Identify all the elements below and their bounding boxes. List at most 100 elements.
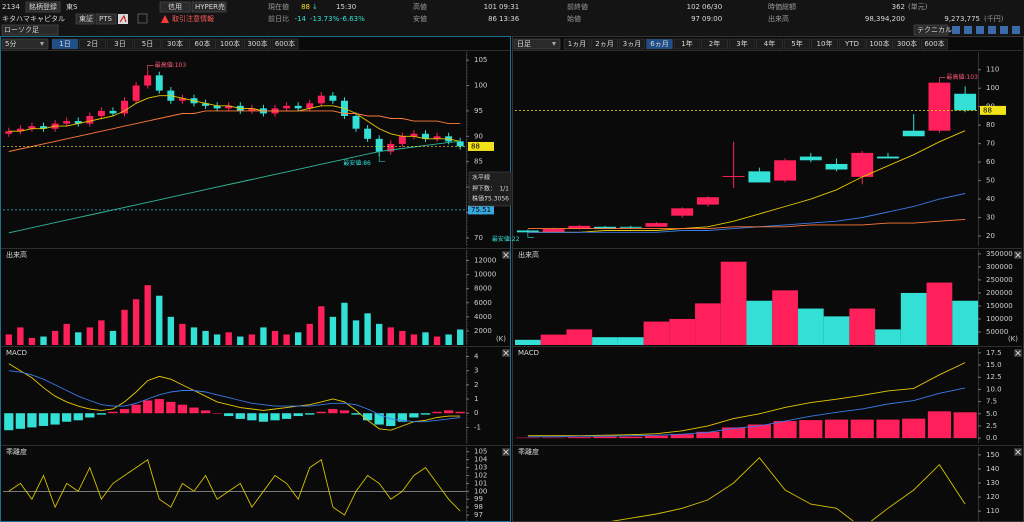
range-btn[interactable] bbox=[893, 38, 921, 50]
range-btn[interactable] bbox=[646, 38, 673, 50]
interval[interactable]: 日足 bbox=[517, 40, 531, 48]
range-label[interactable]: 600本 bbox=[275, 39, 295, 48]
settings-icon[interactable] bbox=[137, 13, 148, 24]
candle-body bbox=[294, 105, 302, 109]
range-btn[interactable] bbox=[563, 38, 591, 50]
range-btn[interactable] bbox=[271, 38, 299, 50]
q-label: 安値 bbox=[413, 14, 427, 23]
range-btn[interactable] bbox=[591, 38, 618, 50]
range-label[interactable]: 1年 bbox=[681, 39, 692, 48]
candle-body bbox=[619, 226, 642, 228]
range-label[interactable]: 60本 bbox=[195, 39, 211, 48]
range-label[interactable]: 5日 bbox=[142, 40, 153, 48]
range-btn[interactable] bbox=[783, 38, 811, 50]
range-label[interactable]: 100本 bbox=[220, 39, 240, 48]
chart-style[interactable]: ローソク足 bbox=[4, 26, 39, 34]
range-label[interactable]: 3ヵ月 bbox=[623, 40, 641, 48]
tool-icon[interactable] bbox=[1000, 26, 1008, 34]
tool-icon[interactable] bbox=[988, 26, 996, 34]
macd-bar bbox=[902, 418, 926, 439]
hyper-btn[interactable] bbox=[191, 1, 227, 13]
range-btn[interactable] bbox=[673, 38, 701, 50]
range-label[interactable]: 4年 bbox=[764, 39, 775, 48]
macd-bar bbox=[293, 413, 303, 417]
tool-icon[interactable] bbox=[952, 26, 960, 34]
range-btn[interactable] bbox=[79, 38, 106, 50]
style-dropdown[interactable] bbox=[1, 24, 59, 36]
range-label[interactable]: 5年 bbox=[791, 39, 802, 48]
q-label: 前日比 bbox=[268, 14, 289, 23]
range-btn[interactable] bbox=[728, 38, 756, 50]
range-btn[interactable] bbox=[756, 38, 783, 50]
register-btn[interactable] bbox=[25, 1, 61, 13]
candle-body bbox=[202, 103, 210, 106]
range-btn[interactable] bbox=[106, 38, 134, 50]
technical-btn[interactable] bbox=[913, 24, 949, 36]
interval-dropdown[interactable] bbox=[513, 38, 561, 50]
range-btn[interactable] bbox=[811, 38, 838, 50]
macd-bar bbox=[235, 413, 245, 419]
range-label[interactable]: 1ヵ月 bbox=[568, 40, 586, 48]
register-label[interactable]: 銘柄登録 bbox=[29, 2, 57, 11]
range-label[interactable]: 1日 bbox=[59, 40, 70, 48]
range-btn[interactable] bbox=[51, 38, 79, 50]
tool-icon[interactable] bbox=[964, 26, 972, 34]
exchange-btn[interactable] bbox=[75, 13, 95, 25]
range-label[interactable]: 2日 bbox=[87, 40, 98, 48]
credit[interactable]: 信用 bbox=[168, 2, 182, 11]
range-label[interactable]: YTD bbox=[844, 40, 859, 48]
code: 2134 bbox=[2, 3, 20, 11]
range-label[interactable]: 2年 bbox=[709, 39, 720, 48]
range-btn[interactable] bbox=[244, 38, 271, 50]
range-btn[interactable] bbox=[618, 38, 646, 50]
range-btn[interactable] bbox=[838, 38, 866, 50]
caution[interactable]: 取引注意情報 bbox=[172, 14, 214, 23]
range-btn[interactable] bbox=[921, 38, 948, 50]
macd-bar bbox=[824, 419, 849, 439]
y-tick-label: 90 bbox=[474, 132, 483, 140]
range-btn[interactable] bbox=[701, 38, 728, 50]
y-tick-label: 140 bbox=[986, 465, 999, 473]
range-btn[interactable] bbox=[216, 38, 244, 50]
pts[interactable]: PTS bbox=[99, 15, 112, 23]
range-label[interactable]: 300本 bbox=[897, 39, 917, 48]
y-tick-label: 20 bbox=[986, 232, 995, 240]
range-label[interactable]: 30本 bbox=[167, 39, 183, 48]
range-btn[interactable] bbox=[866, 38, 893, 50]
news-icon[interactable] bbox=[118, 14, 128, 24]
y-tick-label: 3 bbox=[474, 367, 478, 375]
candle-body bbox=[248, 108, 256, 111]
range-label[interactable]: 10年 bbox=[817, 39, 833, 48]
pts-btn[interactable] bbox=[95, 13, 117, 25]
volume-bar bbox=[121, 309, 128, 345]
hyper[interactable]: HYPER売 bbox=[195, 2, 225, 11]
candle-body bbox=[594, 226, 616, 229]
range-label[interactable]: 3年 bbox=[736, 39, 747, 48]
range-label[interactable]: 600本 bbox=[924, 39, 944, 48]
range-btn[interactable] bbox=[189, 38, 216, 50]
tool-icon[interactable] bbox=[976, 26, 984, 34]
technical[interactable]: テクニカル bbox=[917, 26, 952, 34]
tool-icon[interactable] bbox=[1012, 26, 1020, 34]
interval[interactable]: 5分 bbox=[5, 39, 16, 48]
volume-bar bbox=[213, 334, 221, 345]
volume-bar bbox=[260, 327, 267, 345]
range-label[interactable]: 2ヵ月 bbox=[595, 40, 613, 48]
volume-bar bbox=[720, 261, 747, 345]
range-label[interactable]: 3日 bbox=[114, 40, 125, 48]
range-label[interactable]: 6ヵ月 bbox=[650, 40, 668, 48]
range-btn[interactable] bbox=[134, 38, 161, 50]
range-label[interactable]: 100本 bbox=[869, 39, 889, 48]
volume-bar bbox=[132, 299, 140, 345]
interval-dropdown[interactable] bbox=[1, 38, 49, 50]
macd-bar bbox=[131, 404, 141, 414]
macd-bar bbox=[516, 437, 540, 439]
volume-bar bbox=[643, 321, 670, 345]
volume-bar bbox=[445, 334, 452, 345]
range-label[interactable]: 300本 bbox=[247, 39, 267, 48]
candle-body bbox=[74, 121, 82, 124]
credit-btn[interactable] bbox=[159, 1, 191, 13]
candle-body bbox=[28, 126, 36, 129]
exchange[interactable]: 東証 bbox=[79, 14, 93, 23]
range-btn[interactable] bbox=[161, 38, 189, 50]
